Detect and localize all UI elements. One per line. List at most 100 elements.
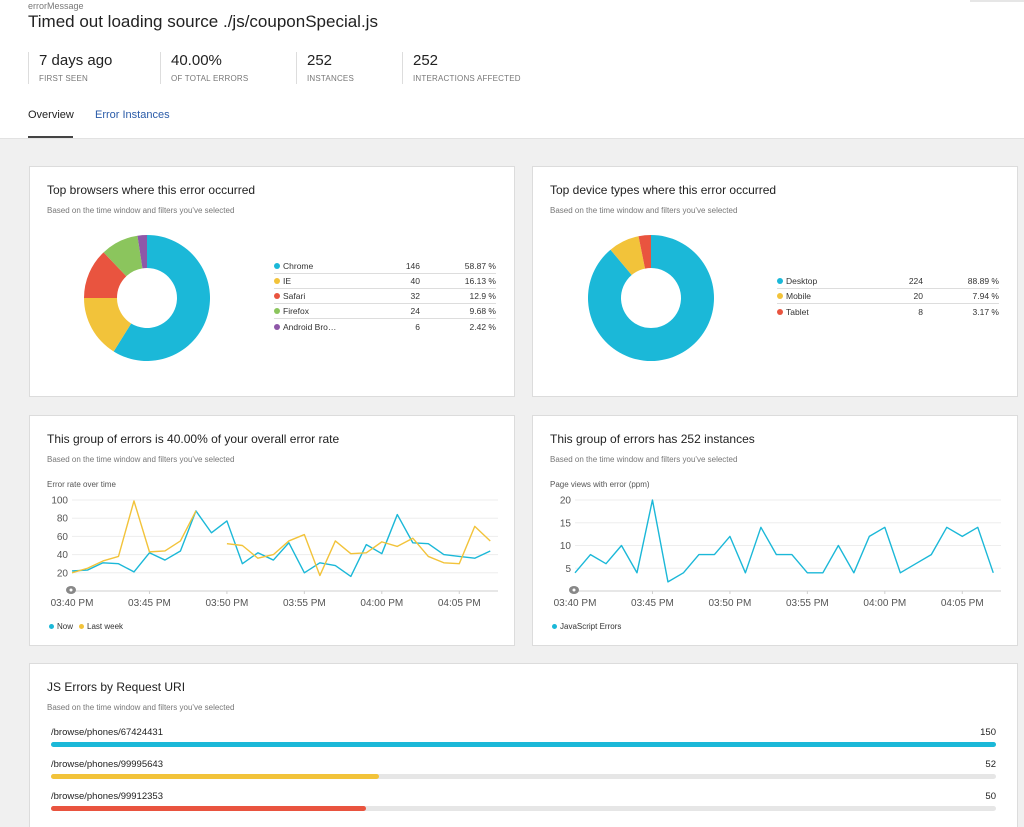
legend-count: 40 [410, 276, 420, 286]
error-rate-series-1-line[interactable] [71, 500, 197, 574]
legend-js-errors[interactable]: JavaScript Errors [560, 622, 622, 631]
instances-legend: JavaScript Errors [552, 622, 621, 631]
android-browser-slice[interactable] [137, 235, 147, 269]
legend-pct: 12.9 % [469, 291, 496, 301]
legend-row[interactable]: Android Bro… 6 2.42 % [274, 319, 496, 334]
stat-label: INTERACTIONS AFFECTED [413, 74, 521, 83]
card-title: This group of errors is 40.00% of your o… [47, 432, 340, 446]
legend-row[interactable]: Tablet 8 3.17 % [777, 304, 999, 319]
stat-label: OF TOTAL ERRORS [171, 74, 249, 83]
legend-count: 224 [908, 276, 923, 286]
now-swatch [49, 624, 54, 629]
error-rate-range-handle-dot [69, 588, 73, 592]
error-kicker: errorMessage [28, 1, 84, 11]
page-views-x-tick: 03:50 PM [709, 598, 752, 609]
legend-row[interactable]: Safari 32 12.9 % [274, 289, 496, 304]
legend-now[interactable]: Now [57, 622, 74, 631]
stat-first-seen: 7 days ago FIRST SEEN [28, 52, 160, 84]
error-rate-series-1-line[interactable] [226, 525, 491, 577]
page-views-y-tick: 15 [560, 518, 572, 529]
stat-value: 252 [307, 52, 333, 69]
safari-swatch [274, 293, 280, 299]
error-rate-x-tick: 04:00 PM [360, 598, 403, 609]
card-title: Top device types where this error occurr… [550, 183, 777, 197]
chrome-swatch [274, 263, 280, 269]
error-rate-series-0-line[interactable] [71, 510, 491, 578]
page-views-y-tick: 10 [560, 541, 572, 552]
card-title: Top browsers where this error occurred [47, 183, 256, 197]
card-subtitle: Based on the time window and filters you… [550, 455, 738, 464]
ie-swatch [274, 278, 280, 284]
stat-label: FIRST SEEN [39, 74, 88, 83]
legend-pct: 16.13 % [464, 276, 496, 286]
legend-row[interactable]: Chrome 146 58.87 % [274, 259, 496, 274]
mobile-slice[interactable] [610, 236, 646, 276]
chrome-slice[interactable] [113, 235, 210, 361]
ie-slice[interactable] [84, 298, 132, 352]
legend-name: Firefox [283, 306, 309, 316]
browsers-card: Top browsers where this error occurred B… [29, 166, 515, 397]
legend-name: Tablet [786, 306, 809, 317]
uri-bar-fill [51, 806, 366, 811]
stat-label: INSTANCES [307, 74, 354, 83]
stat-instances: 252 INSTANCES [296, 52, 402, 84]
firefox-slice[interactable] [103, 235, 143, 277]
error-rate-x-tick: 03:45 PM [128, 598, 171, 609]
desktop-slice[interactable] [588, 235, 714, 361]
card-subtitle: Based on the time window and filters you… [550, 206, 738, 215]
legend-row[interactable]: Mobile 20 7.94 % [777, 289, 999, 304]
legend-count: 8 [918, 306, 923, 317]
card-subtitle: Based on the time window and filters you… [47, 206, 235, 215]
legend-pct: 7.94 % [972, 291, 999, 301]
tab-overview[interactable]: Overview [28, 108, 74, 138]
uri-label[interactable]: /browse/phones/99995643 [51, 759, 163, 770]
card-subtitle: Based on the time window and filters you… [47, 455, 235, 464]
legend-pct: 58.87 % [464, 261, 496, 271]
uri-label[interactable]: /browse/phones/67424431 [51, 727, 163, 738]
error-rate-y-tick: 100 [51, 496, 68, 507]
page-views-y-tick: 20 [560, 496, 572, 507]
legend-name: Desktop [786, 276, 818, 286]
legend-last-week[interactable]: Last week [87, 622, 124, 631]
legend-count: 32 [410, 291, 420, 301]
legend-count: 146 [405, 261, 420, 271]
stat-value: 252 [413, 52, 439, 69]
firefox-swatch [274, 308, 280, 314]
error-rate-y-tick: 60 [57, 532, 69, 543]
page-views-x-tick: 04:00 PM [863, 598, 906, 609]
error-rate-x-tick: 03:40 PM [51, 598, 94, 609]
uri-value: 50 [985, 791, 996, 802]
uri-bar-fill [51, 742, 996, 747]
legend-row[interactable]: Desktop 224 88.89 % [777, 274, 999, 289]
legend-pct: 88.89 % [967, 276, 999, 286]
error-rate-line-chart: 20 40 60 80 100 03:40 PM 03:45 PM 03:50 PM 03:55… [51, 496, 498, 609]
tablet-slice[interactable] [638, 235, 651, 269]
legend-pct: 2.42 % [469, 321, 496, 332]
uri-bar-track [51, 774, 996, 779]
error-rate-card: This group of errors is 40.00% of your o… [29, 415, 515, 646]
uri-bar-track [51, 742, 996, 747]
error-header: errorMessage Timed out loading source ./… [0, 0, 1024, 139]
uri-value: 150 [980, 727, 996, 738]
legend-row[interactable]: Firefox 24 9.68 % [274, 304, 496, 319]
stats-row: 7 days ago FIRST SEEN 40.00% OF TOTAL ER… [28, 52, 542, 84]
page-views-range-handle-dot [572, 588, 576, 592]
tab-error-instances[interactable]: Error Instances [95, 109, 170, 121]
safari-slice[interactable] [84, 252, 127, 298]
browsers-legend-table: Chrome 146 58.87 % IE 40 16.13 % Safari … [274, 259, 496, 334]
error-rate-x-tick: 03:55 PM [283, 598, 326, 609]
page-views-series-0-line[interactable] [574, 499, 994, 583]
error-rate-y-tick: 80 [57, 514, 69, 525]
legend-name: Chrome [283, 261, 314, 271]
card-subtitle: Based on the time window and filters you… [47, 703, 235, 712]
legend-row[interactable]: IE 40 16.13 % [274, 274, 496, 289]
uri-bar-fill [51, 774, 379, 779]
header-divider [970, 0, 1024, 2]
page-views-line-chart: 5 10 15 20 03:40 PM 03:45 PM 03:50 PM 03:55 PM 0… [554, 496, 1001, 609]
devices-donut-chart [588, 235, 714, 361]
legend-pct: 9.68 % [469, 306, 496, 316]
android-swatch [274, 323, 280, 330]
uri-label[interactable]: /browse/phones/99912353 [51, 791, 163, 802]
page-views-x-tick: 03:55 PM [786, 598, 829, 609]
chart-caption: Page views with error (ppm) [550, 480, 650, 489]
